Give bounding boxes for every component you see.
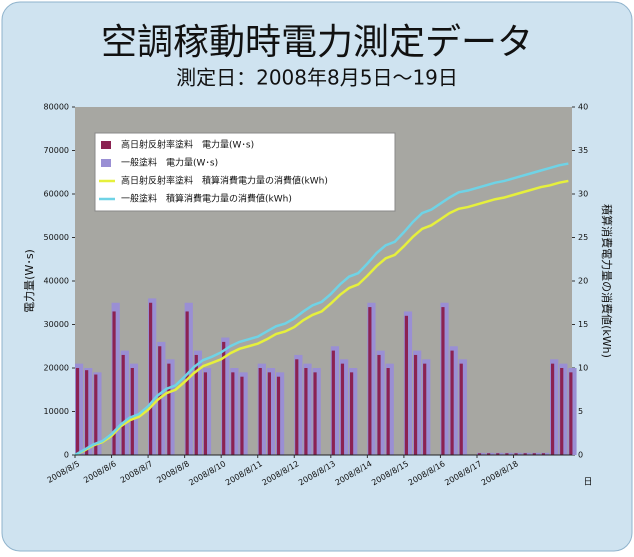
legend-label: 一般塗料 積算消費電力量の消費値(kWh): [121, 193, 292, 205]
bar: [477, 453, 482, 455]
bar: [550, 363, 555, 455]
legend-label: 一般塗料 電力量(W･s): [121, 157, 218, 169]
bar: [441, 307, 445, 455]
y-tick-label: 70000: [44, 146, 69, 155]
y-axis-label: 電力量(W･s): [23, 249, 36, 313]
bar: [330, 346, 340, 455]
x-axis-label: 日: [583, 477, 592, 488]
bar: [486, 452, 495, 455]
bar: [413, 354, 418, 455]
bar: [505, 453, 509, 455]
bar: [194, 354, 198, 455]
bar: [349, 372, 354, 455]
bar: [459, 363, 463, 455]
y-tick-label: 60000: [44, 190, 69, 199]
y2-tick-label: 20: [578, 277, 588, 286]
bar: [148, 298, 157, 455]
bar: [112, 311, 116, 455]
bar: [386, 368, 390, 455]
bar: [276, 376, 281, 455]
y2-tick-label: 10: [578, 364, 588, 373]
y2-tick-label: 15: [578, 320, 588, 329]
bar: [130, 368, 134, 455]
y2-tick-label: 0: [578, 451, 583, 460]
bar: [111, 302, 120, 455]
chart-subtitle: 測定日：2008年8月5日～19日: [176, 66, 458, 90]
line: [74, 162, 569, 457]
bar: [304, 368, 308, 455]
bar: [94, 374, 98, 455]
bar: [514, 453, 518, 455]
y2-tick-label: 40: [578, 103, 588, 112]
bar: [560, 368, 564, 455]
y2-tick-label: 30: [578, 190, 588, 199]
y-tick-label: 40000: [44, 277, 69, 286]
bar: [222, 341, 226, 455]
y2-axis-label: 積算消費電力量の消費値(kWh): [600, 204, 614, 358]
bar: [487, 453, 491, 455]
legend-swatch: [101, 159, 111, 167]
bar: [496, 453, 500, 455]
bar: [258, 368, 262, 455]
bar: [84, 368, 93, 455]
bar: [75, 368, 80, 455]
bar: [541, 453, 546, 455]
bar: [149, 302, 153, 455]
bar: [423, 363, 427, 455]
bar: [340, 363, 345, 455]
y2-tick-label: 5: [578, 407, 583, 416]
bar: [331, 350, 335, 455]
legend-label: 高日射反射率塗料 積算消費電力量の消費値(kWh): [121, 175, 328, 187]
bar: [295, 359, 299, 455]
y-tick-label: 0: [64, 451, 69, 460]
bar: [121, 354, 125, 455]
bar: [267, 372, 271, 455]
y-tick-label: 30000: [44, 320, 69, 329]
bar: [203, 372, 208, 455]
bar: [404, 315, 409, 455]
bar: [523, 453, 527, 455]
legend-label: 高日射反射率塗料 電力量(W･s): [121, 139, 254, 151]
y-tick-label: 10000: [44, 407, 69, 416]
line: [74, 179, 569, 457]
bar: [240, 376, 244, 455]
bar: [368, 307, 372, 455]
chart-title: 空調稼動時電力測定データ: [101, 22, 533, 63]
y-tick-label: 50000: [44, 233, 69, 242]
bar: [450, 350, 454, 455]
legend-box: [94, 132, 396, 212]
bar: [231, 372, 235, 455]
y-tick-label: 20000: [44, 364, 69, 373]
y-tick-label: 80000: [44, 103, 69, 112]
bar: [313, 372, 317, 455]
bar: [185, 311, 189, 455]
bar: [377, 354, 381, 455]
legend-swatch: [101, 141, 111, 149]
y2-tick-label: 35: [578, 146, 588, 155]
bar: [158, 346, 162, 455]
bar: [532, 453, 536, 455]
y2-tick-label: 25: [578, 233, 588, 242]
bar: [167, 363, 171, 455]
bar: [85, 370, 89, 455]
bar: [569, 372, 573, 455]
